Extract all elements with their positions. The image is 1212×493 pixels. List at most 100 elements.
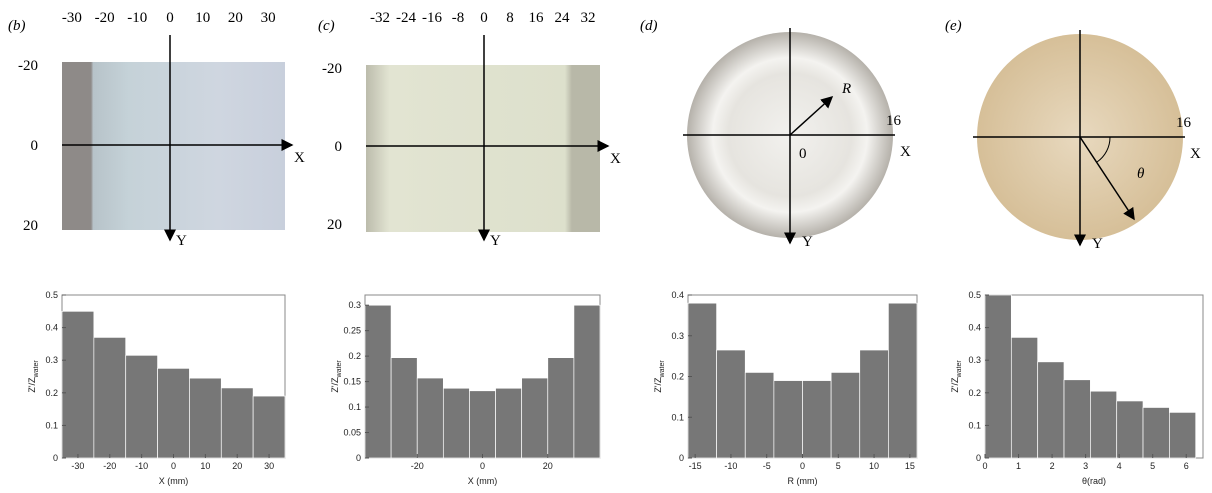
bar [744, 372, 775, 459]
panel-label: (b) [8, 18, 26, 34]
y-axis-label: Y [1092, 236, 1103, 252]
bar [1010, 337, 1039, 459]
x-tick-label: 10 [200, 461, 210, 471]
x-tick-label: -10 [127, 10, 147, 26]
x-axis-label: X [1190, 146, 1201, 162]
edge-tick-label: 16 [886, 113, 902, 129]
y-axis-label: Z'/Zwater [330, 360, 343, 393]
y-tick-label: -20 [322, 61, 342, 77]
bar [1116, 400, 1144, 459]
bar [416, 377, 444, 459]
bar [252, 395, 286, 459]
x-tick-label: 5 [1150, 461, 1155, 471]
bar [220, 387, 254, 459]
y-tick-label: 0 [976, 453, 981, 463]
bar [773, 380, 803, 459]
x-tick-label: -5 [763, 461, 771, 471]
axis-arrow [789, 95, 834, 136]
bar [547, 357, 575, 459]
x-axis-label: X (mm) [159, 476, 189, 486]
angle-arc [1096, 136, 1111, 163]
y-tick-label: 0 [335, 139, 343, 155]
x-tick-label: 20 [543, 461, 553, 471]
bar [802, 380, 832, 459]
photo-panel: (d) 16 X Y R 0 [640, 18, 911, 250]
y-tick-label: 0.2 [968, 388, 981, 398]
x-axis-label: X [294, 150, 305, 166]
bar [888, 302, 918, 459]
x-tick-label: 10 [195, 10, 210, 26]
x-tick-label: -8 [452, 10, 465, 26]
y-tick-label: 0.3 [45, 355, 58, 365]
y-tick-label: 0.4 [968, 323, 981, 333]
y-tick-label: 0.1 [968, 420, 981, 430]
bar [521, 377, 549, 459]
x-tick-label: -20 [411, 461, 424, 471]
y-axis-label: Y [490, 233, 501, 249]
x-tick-label: 6 [1184, 461, 1189, 471]
y-tick-label: 0.1 [348, 402, 361, 412]
bar [716, 349, 746, 459]
y-label-main: Z'/Z [653, 377, 663, 393]
x-tick-label: 20 [232, 461, 242, 471]
x-tick-label: 32 [581, 10, 596, 26]
x-tick-label: -10 [724, 461, 737, 471]
panel-label: (e) [945, 18, 962, 34]
bar [1142, 407, 1170, 459]
x-tick-label: 0 [166, 10, 174, 26]
x-tick-label: 0 [480, 10, 488, 26]
photo [366, 65, 600, 232]
y-tick-label: 0.2 [45, 388, 58, 398]
y-label-main: Z'/Z [27, 377, 37, 393]
r-label: R [841, 81, 851, 97]
y-label-sub: water [659, 360, 666, 379]
x-tick-label: 16 [529, 10, 545, 26]
y-tick-label: 0.2 [671, 372, 684, 382]
bar [93, 337, 127, 459]
x-tick-label: 10 [869, 461, 879, 471]
y-tick-label: 0 [356, 453, 361, 463]
x-tick-label: 4 [1117, 461, 1122, 471]
y-axis-label: Y [802, 234, 813, 250]
x-axis-label: X (mm) [468, 476, 498, 486]
bar [364, 304, 392, 459]
x-tick-label: 1 [1016, 461, 1021, 471]
photo-panel: (b) X Y -30 -20 -10 0 10 20 30 -20 0 20 [8, 10, 305, 249]
bar [442, 387, 470, 459]
y-tick-label: 0 [31, 138, 39, 154]
bar [189, 377, 222, 459]
x-tick-label: -20 [103, 461, 116, 471]
x-tick-label: -16 [422, 10, 442, 26]
y-tick-label: 0.25 [343, 326, 361, 336]
x-axis-label: θ(rad) [1082, 476, 1106, 486]
y-tick-label: 0 [679, 453, 684, 463]
histogram: 0 0.1 0.2 0.3 0.4 0.5 0 1 2 3 4 5 6 θ(rad) Z'/Zwater [950, 290, 1204, 486]
axis-arrow [1079, 136, 1135, 221]
x-tick-label: 5 [836, 461, 841, 471]
y-label-main: Z'/Z [950, 377, 960, 393]
bar [984, 294, 1012, 459]
bar [469, 390, 496, 459]
x-axis-label: R (mm) [788, 476, 818, 486]
x-tick-label: -10 [135, 461, 148, 471]
y-tick-label: 0 [53, 453, 58, 463]
bar [1037, 361, 1065, 459]
photo [62, 62, 285, 230]
x-tick-label: 30 [264, 461, 274, 471]
bar [1090, 390, 1118, 459]
x-tick-label: 24 [555, 10, 571, 26]
y-tick-label: 0.5 [968, 290, 981, 300]
x-tick-label: -32 [370, 10, 390, 26]
x-tick-label: -20 [95, 10, 115, 26]
y-tick-label: 20 [327, 217, 342, 233]
x-tick-label: -30 [71, 461, 84, 471]
y-tick-label: 0.15 [343, 377, 361, 387]
bar [1063, 379, 1091, 459]
origin-label: 0 [799, 146, 807, 162]
x-tick-label: -15 [689, 461, 702, 471]
x-tick-label: 3 [1083, 461, 1088, 471]
x-tick-label: -30 [62, 10, 82, 26]
y-tick-label: 0.5 [45, 290, 58, 300]
